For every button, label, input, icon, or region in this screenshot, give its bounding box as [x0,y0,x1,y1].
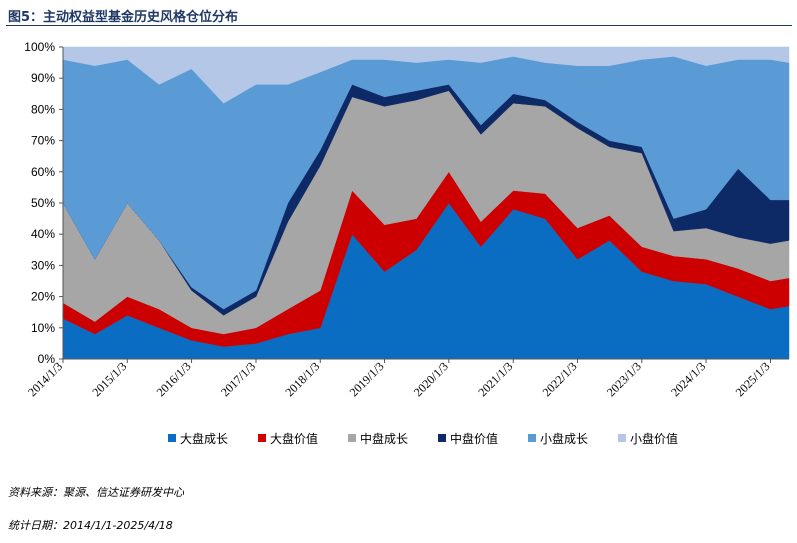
x-tick-label: 2023/1/3 [604,359,644,399]
y-tick-label: 20% [31,290,55,304]
legend-label-4: 中盘价值 [450,431,498,446]
x-tick-label: 2018/1/3 [282,359,322,399]
legend-swatch-3 [348,434,356,442]
stacked-area-chart: 0%10%20%30%40%50%60%70%80%90%100%2014/1/… [24,40,790,446]
legend-label-2: 大盘价值 [270,431,318,446]
legend-swatch-4 [438,434,446,442]
y-tick-label: 80% [31,102,55,116]
legend-swatch-2 [258,434,266,442]
legend-label-6: 小盘价值 [630,431,678,446]
y-tick-label: 50% [31,196,55,210]
legend-label-5: 小盘成长 [540,431,588,446]
y-tick-label: 0% [38,352,56,366]
y-tick-label: 90% [31,71,55,85]
legend-label-3: 中盘成长 [360,431,408,446]
legend-swatch-6 [618,434,626,442]
period-note: 统计日期：2014/1/1-2025/4/18 [8,519,173,532]
legend-swatch-1 [168,434,176,442]
x-tick-label: 2017/1/3 [218,359,258,399]
y-tick-label: 40% [31,227,55,241]
legend: 大盘成长 大盘价值 中盘成长 中盘价值 小盘成长 小盘价值 [168,431,678,446]
figure-title: 图5：主动权益型基金历史风格仓位分布 [8,10,239,25]
x-tick-label: 2015/1/3 [89,359,129,399]
area-series-group [62,46,790,360]
source-note: 资料来源：聚源、信达证券研发中心 [8,486,184,499]
y-tick-label: 70% [31,134,55,148]
legend-label-1: 大盘成长 [180,431,228,446]
x-tick-label: 2020/1/3 [411,359,451,399]
y-tick-label: 60% [31,165,55,179]
x-tick-label: 2016/1/3 [154,359,194,399]
series-area-6 [62,46,790,104]
x-tick-label: 2025/1/3 [733,359,773,399]
legend-swatch-5 [528,434,536,442]
x-tick-label: 2019/1/3 [347,359,387,399]
x-tick-label: 2024/1/3 [668,359,708,399]
title-divider [6,25,792,26]
y-tick-label: 100% [24,40,55,54]
x-tick-label: 2021/1/3 [475,359,515,399]
y-tick-label: 30% [31,258,55,272]
y-tick-label: 10% [31,321,55,335]
x-tick-label: 2022/1/3 [540,359,580,399]
